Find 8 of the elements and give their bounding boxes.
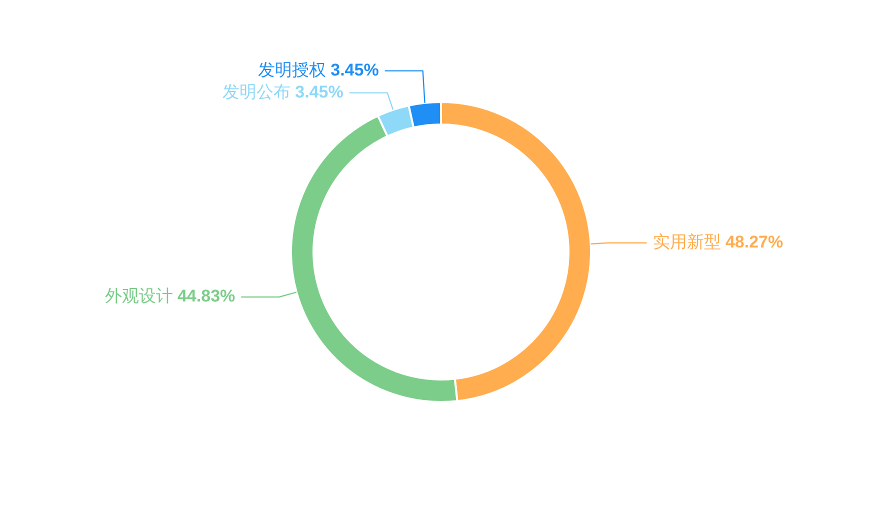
data-label: 3.45% [330,60,379,80]
slice-label: 发明授权 [258,60,331,80]
slice-label: 实用新型 [652,232,726,252]
slice-label: 外观设计 [104,286,178,306]
slice-label: 发明公布 [222,82,296,102]
data-label: 48.27% [725,232,784,252]
data-label: 3.45% [295,82,344,102]
data-label: 44.83% [177,286,236,306]
